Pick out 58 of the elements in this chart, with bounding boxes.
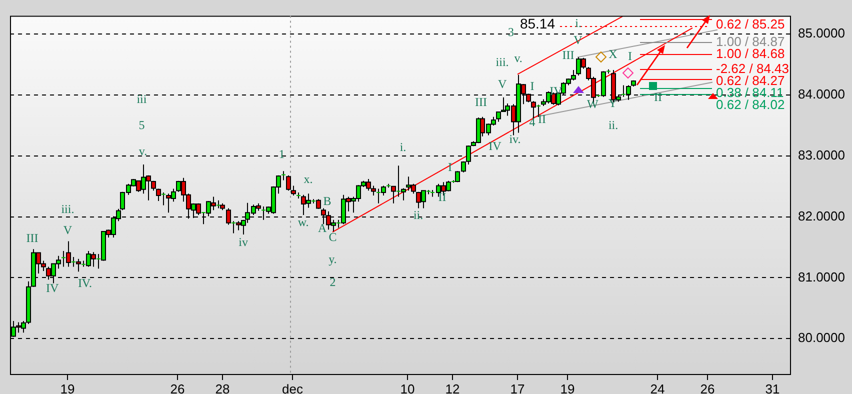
annotation: II	[538, 112, 546, 126]
x-tick-label: 19	[60, 381, 75, 394]
annotation: iii	[136, 92, 148, 106]
annotation: I	[530, 79, 534, 94]
annotation: B	[323, 194, 332, 208]
annotation: iv	[238, 235, 248, 250]
annotation: iii.	[61, 202, 74, 216]
annotation: III	[26, 231, 38, 246]
annotation: I	[628, 49, 632, 64]
annotation: A	[318, 221, 327, 236]
annotation: X	[608, 47, 618, 62]
y-tick-label: 83.0000	[798, 147, 845, 162]
annotation: V	[498, 77, 507, 92]
annotation: 2	[330, 275, 336, 290]
x-tick-label: 26	[170, 381, 185, 394]
annotation: v.	[138, 144, 148, 158]
annotation: 1	[278, 147, 285, 162]
x-tick-label: 31	[765, 381, 780, 394]
y-tick-label: 81.0000	[798, 269, 845, 284]
annotation: ii.	[413, 208, 424, 222]
x-tick-label: 17	[510, 381, 525, 394]
y-tick-label: 84.0000	[798, 86, 845, 102]
x-tick-label: 24	[650, 381, 665, 394]
annotation: ii.	[608, 118, 618, 132]
annotation: IV.	[78, 276, 92, 290]
y-tick-label: 85.0000	[798, 26, 845, 41]
annotation: Y	[608, 96, 618, 110]
x-tick-label: 26	[700, 381, 715, 394]
annotation: III	[475, 95, 487, 110]
x-tick-label: 12	[445, 381, 460, 394]
x-tick-label: dec	[282, 381, 304, 394]
annotation: III	[562, 48, 574, 62]
annotation: w.	[298, 215, 309, 230]
annotation: iv.	[509, 132, 521, 146]
annotation: IV	[488, 139, 502, 154]
annotation: i.	[400, 140, 406, 154]
candlestick	[281, 170, 286, 181]
ref-line-label: 0.62 / 84.02	[716, 97, 785, 112]
x-tick-label: 28	[215, 381, 230, 394]
annotation: W	[587, 97, 600, 112]
annotation: IV	[46, 281, 59, 296]
y-tick-label: 82.0000	[798, 208, 845, 224]
annotation: i.	[575, 16, 582, 30]
x-tick-label: 19	[560, 381, 575, 394]
annotation: v.	[514, 51, 522, 66]
annotation: x.	[304, 172, 313, 186]
ref-line-label: 85.14	[520, 15, 556, 32]
y-tick-label: 80.0000	[798, 330, 845, 346]
annotation: 4	[529, 115, 536, 130]
annotation: y.	[328, 252, 337, 266]
annotation: 5	[138, 118, 145, 132]
annotation: II	[438, 190, 446, 204]
annotation: C	[328, 230, 337, 244]
annotation: V	[63, 223, 72, 238]
ref-line-label: 0.62 / 85.25	[716, 16, 785, 32]
x-tick-label: 10	[400, 381, 415, 394]
annotation: 3	[508, 25, 514, 40]
annotation: iii.	[496, 55, 509, 70]
